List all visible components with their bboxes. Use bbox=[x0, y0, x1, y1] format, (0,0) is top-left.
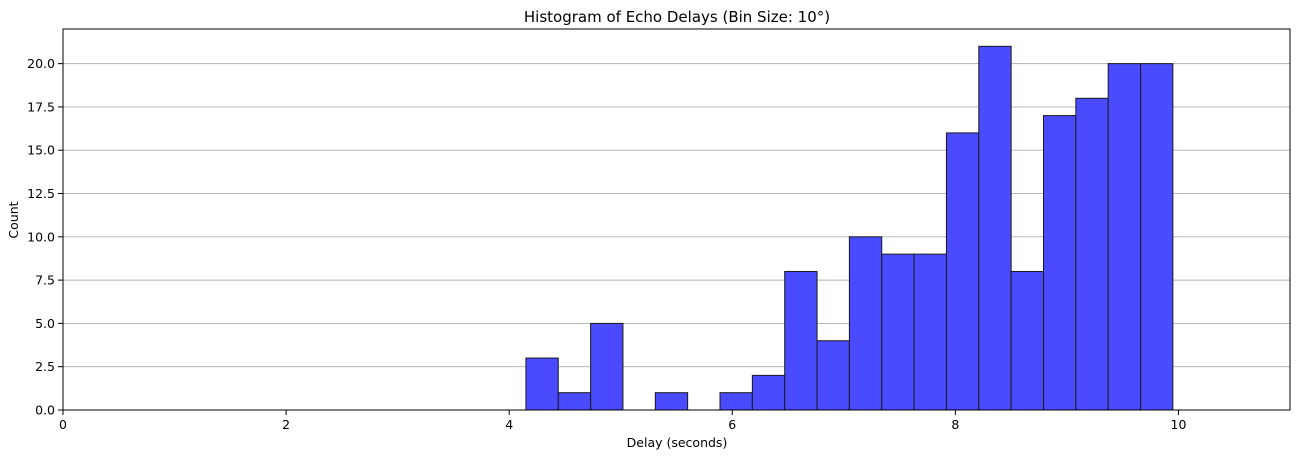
y-tick-label: 15.0 bbox=[27, 143, 55, 158]
y-axis-ticks: 0.0 2.5 5.0 7.5 10.0 12.5 15.0 17.5 20.0 bbox=[27, 56, 63, 418]
y-tick-label: 7.5 bbox=[35, 273, 55, 288]
histogram-bar bbox=[1042, 115, 1077, 411]
histogram-bar bbox=[978, 45, 1012, 411]
histogram-bar bbox=[913, 253, 947, 411]
histogram-bars bbox=[525, 45, 1174, 411]
histogram-bar bbox=[590, 322, 624, 411]
histogram-bar bbox=[1075, 97, 1109, 411]
chart-title: Histogram of Echo Delays (Bin Size: 10°) bbox=[524, 8, 830, 26]
y-tick-label: 0.0 bbox=[35, 403, 55, 418]
x-axis-label: Delay (seconds) bbox=[627, 435, 728, 450]
histogram-bar bbox=[816, 340, 850, 411]
histogram-bar bbox=[1107, 63, 1142, 411]
histogram-bar bbox=[557, 392, 592, 411]
plot-frame bbox=[62, 28, 1291, 411]
histogram-bar bbox=[1140, 63, 1174, 411]
y-tick-label: 5.0 bbox=[35, 316, 55, 331]
y-tick-label: 12.5 bbox=[27, 186, 55, 201]
x-tick-label: 8 bbox=[951, 417, 959, 432]
x-tick-label: 6 bbox=[728, 417, 736, 432]
y-tick-label: 2.5 bbox=[35, 359, 55, 374]
y-gridlines bbox=[63, 63, 1290, 368]
histogram-bar bbox=[1010, 270, 1044, 411]
x-tick-label: 2 bbox=[282, 417, 290, 432]
y-tick-label: 10.0 bbox=[27, 229, 55, 244]
histogram-bar bbox=[784, 270, 818, 411]
histogram-bar bbox=[945, 132, 980, 411]
histogram-bar bbox=[848, 236, 883, 411]
histogram-bar bbox=[525, 357, 559, 411]
x-tick-label: 10 bbox=[1171, 417, 1187, 432]
x-tick-label: 0 bbox=[59, 417, 67, 432]
y-tick-label: 17.5 bbox=[27, 99, 55, 114]
x-tick-label: 4 bbox=[505, 417, 513, 432]
histogram-bar bbox=[751, 374, 786, 411]
histogram-bar bbox=[654, 392, 689, 411]
y-axis-label: Count bbox=[6, 201, 21, 238]
y-tick-label: 20.0 bbox=[27, 56, 55, 71]
histogram-bar bbox=[881, 253, 915, 411]
histogram-bar bbox=[719, 392, 753, 411]
x-axis-ticks: 0 2 4 6 8 10 bbox=[59, 410, 1186, 432]
